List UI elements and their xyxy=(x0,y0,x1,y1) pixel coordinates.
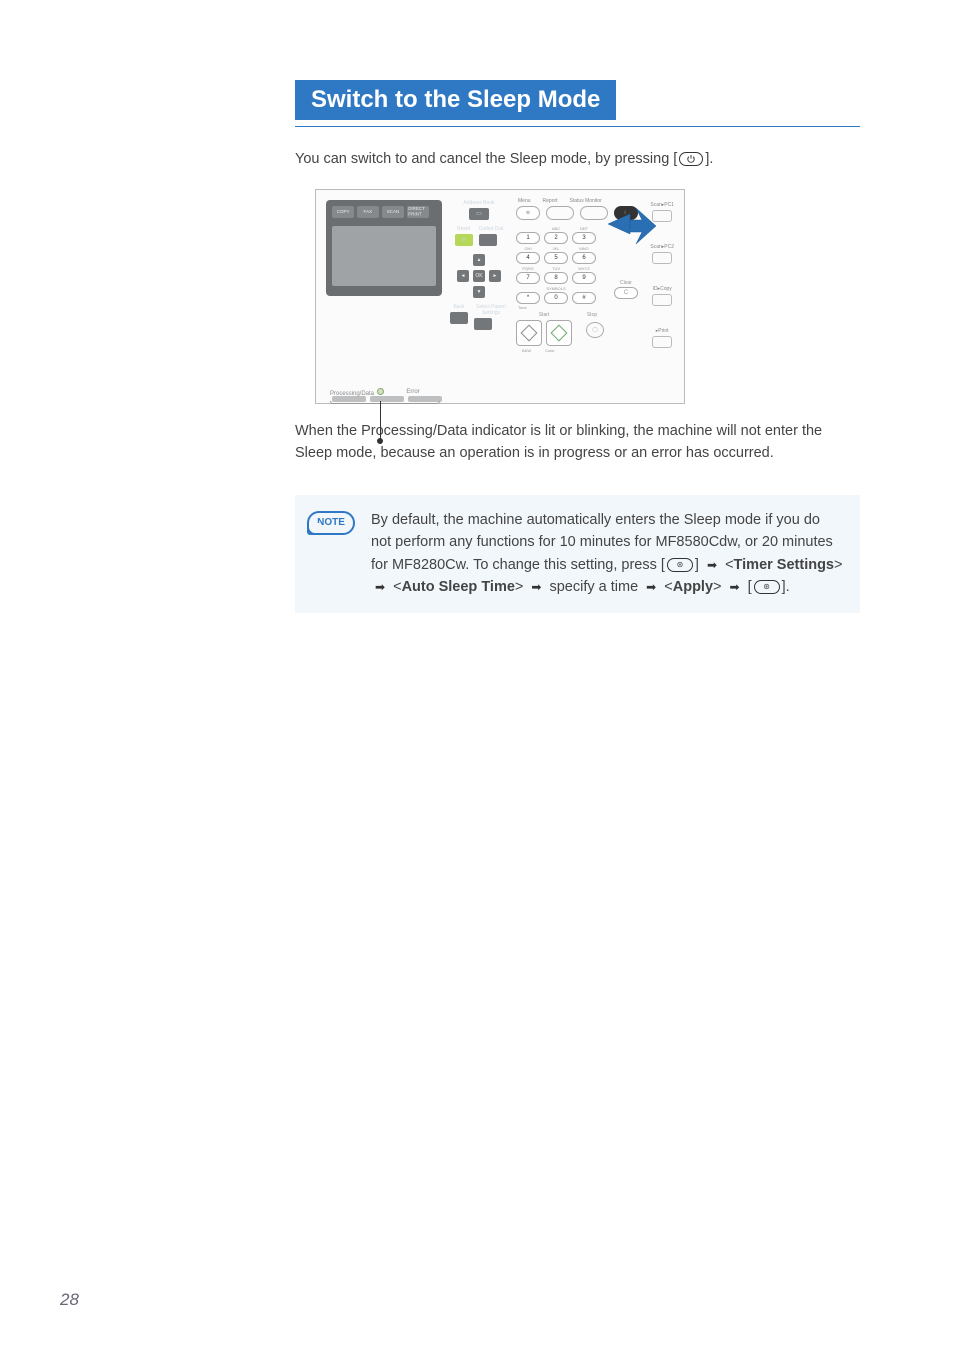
num-key: 7 xyxy=(516,272,540,284)
reset-btn: ↻ xyxy=(455,234,473,246)
clear-key: C xyxy=(614,287,638,299)
tab-fax: FAX xyxy=(364,209,373,214)
stop-label: Stop xyxy=(580,312,604,318)
num-sup: GHI xyxy=(516,246,540,251)
select-btn xyxy=(474,318,492,330)
page-number: 28 xyxy=(60,1290,79,1310)
num-sup xyxy=(516,286,540,291)
far-item: ▸Print xyxy=(652,328,672,348)
num-key: 0 xyxy=(544,292,568,304)
far-item: ID▸Copy xyxy=(652,286,672,306)
note-badge: NOTE xyxy=(307,511,355,535)
num-sup: ABC xyxy=(544,226,568,231)
num-key: 1 xyxy=(516,232,540,244)
intro-post: ]. xyxy=(705,151,713,167)
select-label: Select Paper/ Settings xyxy=(474,304,508,316)
ok-label: OK xyxy=(475,273,482,279)
processing-led xyxy=(377,388,384,395)
coded-btn xyxy=(479,234,497,246)
coded-label: Coded Dial xyxy=(479,226,504,232)
status-label: Status Monitor xyxy=(570,198,602,204)
page-title: Switch to the Sleep Mode xyxy=(295,80,616,120)
processing-label: Processing/Data xyxy=(330,391,374,397)
start-label: Start xyxy=(516,312,572,318)
color-label: Color xyxy=(545,348,555,353)
num-key: 5 xyxy=(544,252,568,264)
num-sup xyxy=(516,226,540,231)
num-key: 2 xyxy=(544,232,568,244)
start-color xyxy=(546,320,572,346)
back-label: Back xyxy=(450,304,468,310)
num-key: * xyxy=(516,292,540,304)
bw-label: B&W xyxy=(522,348,531,353)
stop-btn: ◯ xyxy=(586,322,604,338)
menu-label: Menu xyxy=(518,198,531,204)
back-btn xyxy=(450,312,468,324)
report-label: Report xyxy=(543,198,558,204)
num-sup: PQRS xyxy=(516,266,540,271)
report-btn xyxy=(546,206,574,220)
num-key: 6 xyxy=(572,252,596,264)
tab-scan: SCAN xyxy=(387,209,400,214)
addr-btn: ▭ xyxy=(469,208,489,220)
num-sup: MNO xyxy=(572,246,596,251)
status-btn xyxy=(580,206,608,220)
num-key: 3 xyxy=(572,232,596,244)
num-sup xyxy=(572,286,596,291)
note-box: NOTE By default, the machine automatical… xyxy=(295,495,860,613)
energy-arrow xyxy=(608,202,656,250)
tab-direct: DIRECT PRINT xyxy=(408,206,428,217)
tab-copy: COPY xyxy=(337,209,350,214)
menu-icon: ⊛ xyxy=(667,558,693,572)
screen: COPY FAX SCAN DIRECT PRINT xyxy=(326,200,442,296)
num-sup: JKL xyxy=(544,246,568,251)
num-key: 9 xyxy=(572,272,596,284)
tone-label: Tone xyxy=(518,305,638,310)
num-sup: SYMBOLS xyxy=(544,286,568,291)
addr-label: Address Book xyxy=(450,200,508,206)
control-panel-figure: COPY FAX SCAN DIRECT PRINT Address Book … xyxy=(315,189,685,404)
num-sup: TUV xyxy=(544,266,568,271)
intro-pre: You can switch to and cancel the Sleep m… xyxy=(295,151,677,167)
num-key: 8 xyxy=(544,272,568,284)
start-bw xyxy=(516,320,542,346)
menu-btn: ⊛ xyxy=(516,206,540,220)
dpad: ▲ ▼ ◄ ► OK xyxy=(457,254,501,298)
reset-label: Reset xyxy=(455,226,473,232)
intro-text: You can switch to and cancel the Sleep m… xyxy=(295,149,860,171)
menu-icon: ⊛ xyxy=(754,580,780,594)
num-sup: WXYZ xyxy=(572,266,596,271)
num-key: 4 xyxy=(516,252,540,264)
num-key: # xyxy=(572,292,596,304)
power-icon xyxy=(679,152,703,166)
note-text: By default, the machine automatically en… xyxy=(371,509,844,599)
num-sup: DEF xyxy=(572,226,596,231)
error-label: Error xyxy=(406,389,419,395)
